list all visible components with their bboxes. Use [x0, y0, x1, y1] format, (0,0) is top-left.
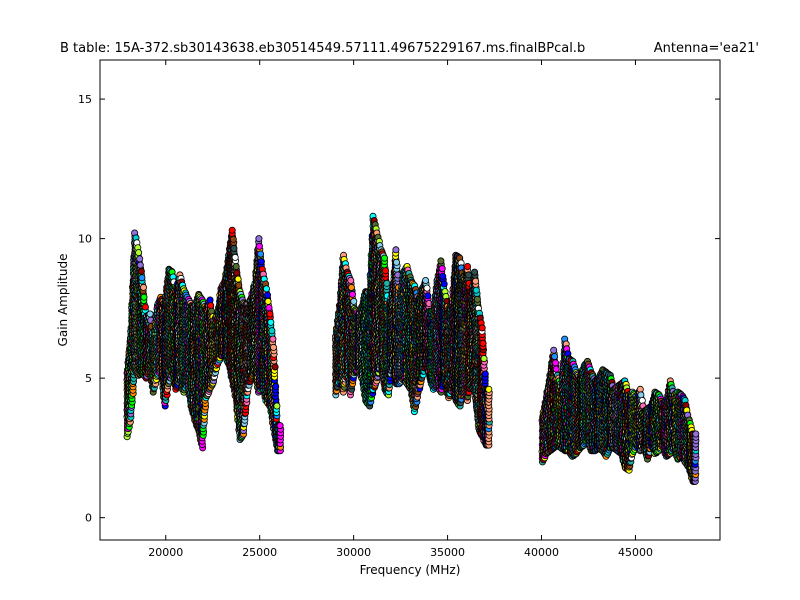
data-point [230, 244, 238, 252]
chart-title: B table: 15A-372.sb30143638.eb30514549.5… [60, 41, 585, 56]
data-point [232, 262, 240, 270]
data-point [268, 327, 276, 335]
data-point [136, 261, 144, 269]
data-point [146, 310, 154, 318]
data-point [141, 303, 149, 311]
data-point [272, 382, 280, 390]
data-point [262, 285, 270, 293]
data-point [231, 253, 239, 261]
data-point [140, 293, 148, 301]
data-point [263, 291, 271, 299]
data-point [233, 269, 241, 277]
data-point [271, 363, 279, 371]
data-point [234, 275, 242, 283]
data-point [257, 250, 265, 258]
data-point [266, 310, 274, 318]
data-point [269, 335, 277, 343]
data-point [235, 281, 243, 289]
data-point [207, 302, 215, 310]
data-point [135, 249, 143, 257]
data-point [276, 422, 284, 430]
data-point [138, 274, 146, 282]
chart-subtitle: Antenna='ea21' [654, 41, 759, 56]
data-point [273, 402, 281, 410]
data-point [267, 318, 275, 326]
data-point [265, 304, 273, 312]
data-point [137, 267, 145, 275]
data-point [264, 297, 272, 305]
data-points [123, 212, 700, 485]
data-point [228, 226, 236, 234]
data-point [255, 235, 263, 243]
data-point [257, 258, 265, 266]
data-point [269, 343, 277, 351]
data-point [255, 242, 263, 250]
data-point [229, 235, 237, 243]
data-point [136, 255, 144, 263]
data-point [139, 283, 147, 291]
